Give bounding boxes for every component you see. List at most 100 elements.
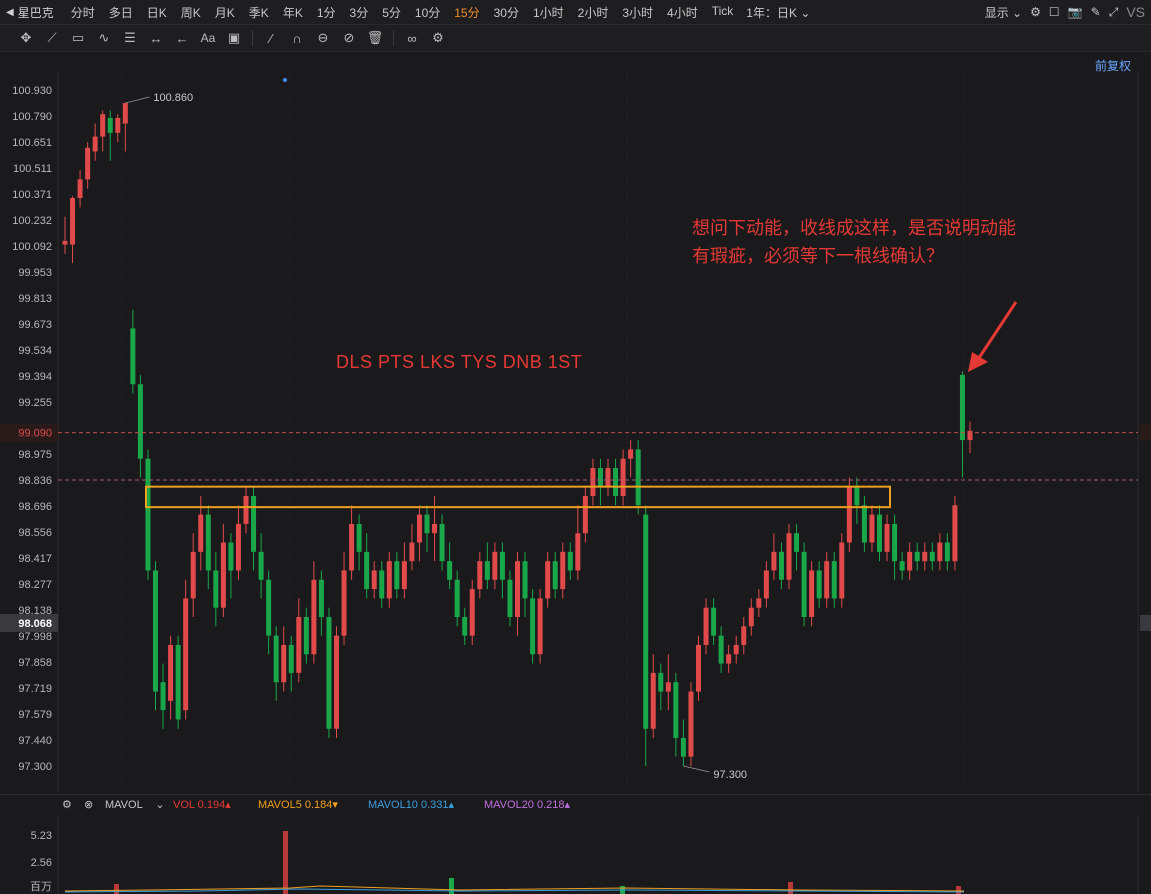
timeframe-6[interactable]: 年K <box>282 5 303 20</box>
candle-body-21 <box>220 542 226 608</box>
timeframe-12[interactable]: 30分 <box>493 5 519 20</box>
display-menu[interactable]: 显示 ⌄ <box>984 5 1023 20</box>
candle-body-25 <box>251 495 257 552</box>
rectangle-icon[interactable]: ▭ <box>71 30 85 45</box>
vol-tick-0: 5.23 <box>31 830 52 842</box>
candle-body-15 <box>175 644 181 720</box>
move-icon[interactable]: ✥ <box>20 30 32 45</box>
timeframe-3[interactable]: 周K <box>180 5 201 20</box>
candle-body-41 <box>371 570 377 590</box>
candle-body-98 <box>801 551 807 618</box>
timeframe-15[interactable]: 3小时 <box>622 5 654 20</box>
symbol-name: 星巴克 <box>17 5 54 20</box>
high-leader <box>125 96 150 104</box>
fibonacci-icon[interactable]: ☰ <box>124 30 136 45</box>
candle-body-113 <box>914 551 920 562</box>
candle-body-97 <box>794 533 800 552</box>
symbol-selector[interactable]: ◀ 星巴克 <box>0 4 64 21</box>
candle-body-71 <box>597 468 603 487</box>
timeframe-1[interactable]: 多日 <box>108 5 133 20</box>
price-chart[interactable]: 100.930 100.790 100.651 100.511 100.371 100.2… <box>0 52 1151 794</box>
price-tick-4: 100.371 <box>12 189 52 201</box>
settings-icon[interactable]: ⚙ <box>1030 5 1041 19</box>
timeframe-10[interactable]: 10分 <box>414 5 441 20</box>
camera-icon[interactable]: 📷 <box>1067 5 1083 19</box>
candle-body-0 <box>62 240 68 245</box>
timeframe-14[interactable]: 2小时 <box>577 5 609 20</box>
candle-body-57 <box>492 551 498 580</box>
candle-body-10 <box>137 384 143 459</box>
candle-body-36 <box>334 635 339 729</box>
timeframe-4[interactable]: 月K <box>214 5 235 20</box>
trash-icon[interactable]: 🗑 <box>366 30 384 45</box>
timeframe-7[interactable]: 1分 <box>316 5 336 20</box>
ma5-value: 0.184 <box>304 799 333 811</box>
timeframe-13[interactable]: 1小时 <box>532 5 564 20</box>
candle-body-63 <box>537 598 543 655</box>
candle-body-76 <box>635 449 641 506</box>
range-selector[interactable]: 1年：日K ⌄ <box>740 4 816 21</box>
volume-header: ⚙ ⊗ MAVOL ⌄ VOL 0.194▴ MAVOL5 0.184▾ MAV… <box>0 794 1151 814</box>
candle-body-24 <box>243 495 249 524</box>
timeframe-2[interactable]: 日K <box>146 5 167 20</box>
timeframe-11[interactable]: 15分 <box>454 5 480 20</box>
candle-body-65 <box>552 561 558 590</box>
gear-icon[interactable]: ⚙ <box>432 30 444 45</box>
trendline-icon[interactable]: ⟋ <box>47 30 57 45</box>
candle-body-5 <box>100 114 106 137</box>
candle-body-73 <box>613 468 619 496</box>
price-tick-19: 98.277 <box>18 579 52 591</box>
pencil-icon[interactable]: ✎ <box>1090 5 1101 19</box>
brush-icon[interactable]: ∕ <box>269 30 273 46</box>
timeframe-0[interactable]: 分时 <box>70 5 95 20</box>
timeframe-17[interactable]: Tick <box>711 3 734 18</box>
marker-dot <box>283 78 287 82</box>
indicator-name[interactable]: MAVOL ⌄ <box>105 799 165 811</box>
candle-body-44 <box>394 561 400 590</box>
price-tick-3: 100.511 <box>13 163 52 175</box>
timeframe-5[interactable]: 季K <box>248 5 269 20</box>
candle-body-84 <box>696 644 701 692</box>
candle-body-48 <box>424 514 430 534</box>
candle-body-60 <box>515 561 520 618</box>
indicator-label: MAVOL <box>105 799 143 811</box>
candle-body-106 <box>861 505 867 543</box>
price-tick-23: 97.858 <box>18 657 52 669</box>
arrow-icon[interactable]: ← <box>175 30 189 46</box>
crosshair-price-tag <box>0 613 58 632</box>
highlight-box <box>145 485 891 509</box>
measure-icon[interactable]: ↔ <box>149 30 163 46</box>
checkbox-icon[interactable]: ☐ <box>1048 5 1060 19</box>
candle-body-96 <box>786 533 792 580</box>
price-tick-10: 99.534 <box>18 345 52 357</box>
vol-value: 0.194 <box>197 799 226 811</box>
candle-body-82 <box>680 738 686 757</box>
price-tick-15: 98.836 <box>18 475 52 487</box>
settings-icon[interactable]: ⚙ <box>62 799 72 811</box>
adjust-mode[interactable]: 前复权 <box>1094 59 1131 73</box>
compare-button[interactable]: VS <box>1126 4 1145 20</box>
lock-icon[interactable]: ⊖ <box>317 30 329 45</box>
right-crosshair-tag <box>1140 614 1151 631</box>
timeframe-9[interactable]: 5分 <box>382 5 401 20</box>
candle-body-66 <box>560 551 566 590</box>
wave-icon[interactable]: ∿ <box>98 30 110 45</box>
drawing-toolbar: ✥ ⟋ ▭ ∿ ☰ ↔ ← Aa ▣ ∕ ∩ ⊖ ⊘ 🗑 ∞ ⚙ <box>0 25 1151 52</box>
right-tools: 显示 ⌄ ⚙ ☐ 📷 ✎ ⤢ VS <box>985 0 1151 24</box>
link-icon[interactable]: ∞ <box>407 30 417 46</box>
candle-body-7 <box>115 117 121 133</box>
price-tick-14: 98.975 <box>18 449 52 461</box>
hide-icon[interactable]: ⊘ <box>343 30 355 45</box>
comment-icon[interactable]: ▣ <box>227 30 241 45</box>
candle-body-78 <box>650 672 656 729</box>
timeframe-8[interactable]: 3分 <box>349 5 369 20</box>
timeframe-16[interactable]: 4小时 <box>667 5 698 20</box>
candle-body-26 <box>258 551 264 580</box>
candle-body-105 <box>854 486 860 506</box>
candle-body-23 <box>235 523 241 571</box>
text-icon[interactable]: Aa <box>200 31 216 45</box>
fullscreen-icon[interactable]: ⤢ <box>1108 4 1119 19</box>
magnet-icon[interactable]: ∩ <box>292 30 302 46</box>
close-icon[interactable]: ⊗ <box>84 799 94 811</box>
candle-body-37 <box>341 570 347 636</box>
